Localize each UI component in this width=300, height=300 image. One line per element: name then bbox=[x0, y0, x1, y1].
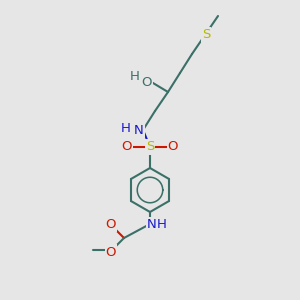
Text: S: S bbox=[202, 28, 210, 41]
Text: H: H bbox=[130, 70, 140, 83]
Text: N: N bbox=[134, 124, 144, 137]
Text: O: O bbox=[122, 140, 132, 154]
Text: H: H bbox=[121, 122, 131, 134]
Text: S: S bbox=[146, 140, 154, 154]
Text: O: O bbox=[142, 76, 152, 88]
Text: O: O bbox=[106, 218, 116, 230]
Text: N: N bbox=[147, 218, 157, 232]
Text: H: H bbox=[157, 218, 167, 232]
Text: O: O bbox=[106, 245, 116, 259]
Text: O: O bbox=[168, 140, 178, 154]
